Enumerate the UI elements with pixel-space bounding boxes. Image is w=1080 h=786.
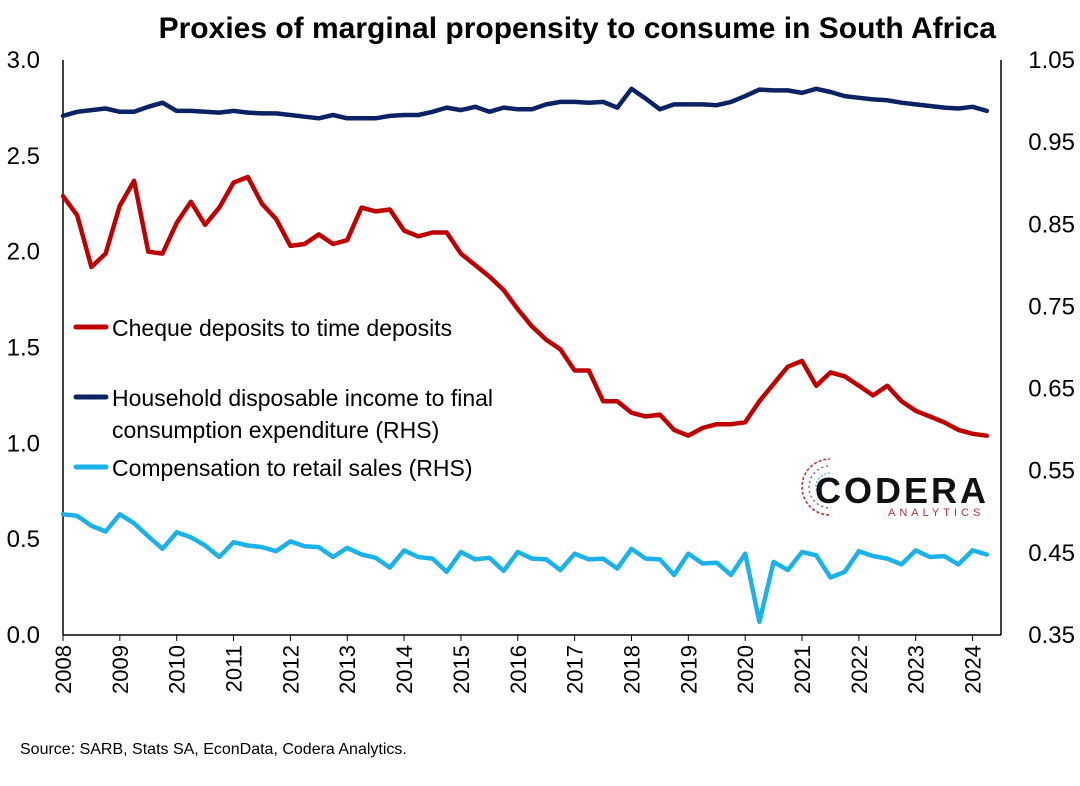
x-tick-label: 2016 [506, 645, 531, 694]
legend-label: Cheque deposits to time deposits [112, 315, 452, 341]
x-tick-label: 2011 [222, 645, 247, 692]
y-left-tick-label: 2.0 [7, 239, 40, 266]
x-tick-label: 2024 [961, 645, 986, 694]
series-line-1 [60, 86, 990, 121]
x-tick-label: 2019 [676, 645, 701, 694]
x-tick-label: 2010 [165, 645, 190, 694]
y-axis-right: 0.35 0.45 0.55 0.65 0.75 0.85 0.95 1.05 [1028, 47, 1075, 649]
y-right-tick-label: 0.65 [1028, 376, 1075, 403]
x-tick-label: 2012 [278, 645, 303, 694]
y-left-tick-label: 0.5 [7, 526, 40, 553]
x-tick-label: 2021 [790, 645, 815, 694]
y-right-tick-label: 0.75 [1028, 293, 1075, 320]
x-tick-label: 2018 [619, 645, 644, 694]
legend-label: Household disposable income to final [112, 385, 493, 411]
y-left-tick-label: 1.0 [7, 430, 40, 457]
y-left-tick-label: 1.5 [7, 335, 40, 362]
y-right-tick-label: 0.45 [1028, 540, 1075, 567]
x-tick-label: 2009 [108, 645, 133, 694]
y-right-tick-label: 0.85 [1028, 211, 1075, 238]
chart-title: Proxies of marginal propensity to consum… [159, 12, 997, 45]
x-tick-label: 2020 [733, 645, 758, 694]
y-left-tick-label: 0.0 [7, 622, 40, 649]
source-note: Source: SARB, Stats SA, EconData, Codera… [20, 741, 407, 758]
x-tick-label: 2017 [563, 645, 588, 694]
y-left-tick-label: 3.0 [7, 47, 40, 74]
x-tick-label: 2014 [392, 645, 417, 694]
x-tick-label: 2013 [335, 645, 360, 694]
x-tick-label: 2022 [847, 645, 872, 694]
codera-logo: CODERA ANALYTICS [801, 455, 989, 519]
y-axis-left: 0.0 0.5 1.0 1.5 2.0 2.5 3.0 [7, 47, 40, 649]
legend-label: Compensation to retail sales (RHS) [112, 455, 472, 481]
y-left-tick-label: 2.5 [7, 143, 40, 170]
legend-label: consumption expenditure (RHS) [112, 417, 439, 443]
y-right-tick-label: 0.95 [1028, 129, 1075, 156]
logo-tagline: ANALYTICS [888, 507, 984, 519]
codera-logo-mark [801, 455, 864, 519]
y-right-tick-label: 0.35 [1028, 622, 1075, 649]
legend: Cheque deposits to time deposits Househol… [73, 315, 493, 481]
x-tick-label: 2023 [904, 645, 929, 694]
series-layer [60, 86, 990, 625]
y-right-tick-label: 1.05 [1028, 47, 1075, 74]
x-tick-label: 2015 [449, 645, 474, 694]
x-tick-label: 2008 [51, 645, 76, 694]
series-line-0 [60, 174, 990, 438]
y-right-tick-label: 0.55 [1028, 458, 1075, 485]
series-line-2 [60, 512, 990, 625]
x-axis: 2008 2009 2010 2011 2012 2013 2014 2015 2016 2017… [51, 635, 986, 694]
logo-name: CODERA [815, 470, 989, 511]
